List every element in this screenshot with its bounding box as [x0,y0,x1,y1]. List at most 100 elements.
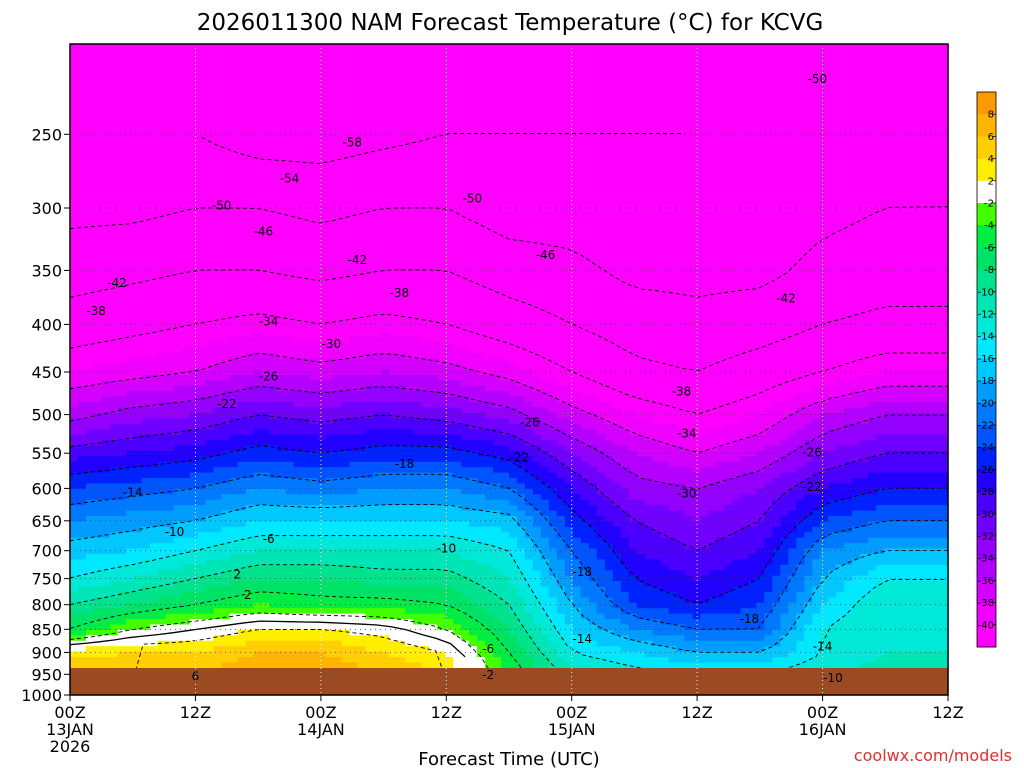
field-cell [325,266,334,273]
field-cell [221,141,231,148]
field-cell [333,402,342,409]
field-cell [285,543,295,550]
field-cell [309,450,319,457]
field-cell [341,81,350,88]
field-cell [301,266,311,273]
field-cell [133,591,143,598]
field-cell [205,369,215,376]
field-cell [341,293,350,300]
field-cell [245,478,255,485]
field-cell [261,103,271,110]
field-cell [365,136,374,143]
field-cell [165,87,175,94]
field-cell [293,412,303,419]
field-cell [357,483,366,490]
field-cell [285,255,295,262]
field-cell [93,342,103,349]
field-cell [213,472,223,479]
field-cell [397,282,406,289]
field-cell [229,206,239,213]
field-cell [125,532,135,539]
field-cell [205,223,215,230]
field-cell [333,130,342,137]
field-cell [277,402,287,409]
field-cell [293,320,303,327]
field-cell [269,526,279,533]
field-cell [389,548,398,555]
field-cell [221,532,231,539]
field-cell [205,342,215,349]
field-cell [149,174,159,181]
field-cell [181,499,191,506]
field-cell [293,304,303,311]
field-cell [157,532,167,539]
field-cell [349,250,358,257]
field-cell [397,195,406,202]
field-cell [221,456,231,463]
field-cell [133,494,143,501]
field-cell [277,125,287,132]
field-cell [229,320,239,327]
field-cell [149,309,159,316]
field-cell [309,597,319,604]
field-cell [173,266,183,273]
field-cell [253,320,263,327]
field-cell [213,81,223,88]
field-cell [101,331,111,338]
field-cell [157,548,167,555]
field-cell [165,65,175,72]
field-cell [357,212,366,219]
field-cell [245,564,255,571]
field-cell [285,510,295,517]
field-cell [165,651,175,658]
field-cell [277,591,287,598]
field-cell [149,250,159,257]
field-cell [253,608,263,615]
field-cell [101,119,111,126]
field-cell [293,81,303,88]
field-cell [117,374,127,381]
field-cell [285,526,295,533]
field-cell [197,347,207,354]
field-cell [221,440,231,447]
field-cell [77,174,87,181]
field-cell [157,163,167,170]
field-cell [229,315,239,322]
field-cell [133,640,143,647]
field-cell [285,136,295,143]
field-cell [125,412,135,419]
field-cell [309,103,319,110]
field-cell [101,109,111,116]
field-cell [325,515,334,522]
field-cell [269,597,279,604]
field-cell [157,114,167,121]
field-cell [373,662,382,669]
field-cell [109,347,119,354]
field-cell [213,629,223,636]
field-cell [253,255,263,262]
field-cell [269,488,279,495]
field-cell [277,44,287,51]
field-cell [365,548,374,555]
field-cell [221,613,231,620]
field-cell [389,499,398,506]
field-cell [85,364,95,371]
field-cell [141,271,151,278]
field-cell [341,369,350,376]
field-cell [237,456,247,463]
field-cell [341,407,350,414]
field-cell [357,613,366,620]
field-cell [357,233,366,240]
field-cell [181,119,191,126]
field-cell [101,591,111,598]
field-cell [333,526,342,533]
field-cell [93,548,103,555]
field-cell [293,288,303,295]
field-cell [173,429,183,436]
field-cell [133,147,143,154]
field-cell [165,640,175,647]
field-cell [101,347,111,354]
field-cell [101,418,111,425]
field-cell [93,76,103,83]
field-cell [357,81,366,88]
